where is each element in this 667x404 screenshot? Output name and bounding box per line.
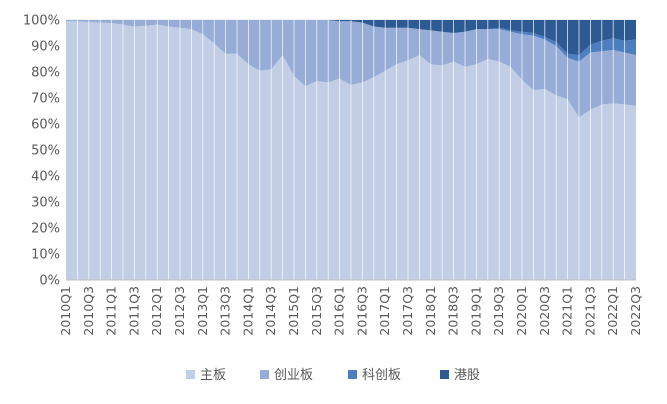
y-tick-label: 70% bbox=[31, 92, 60, 107]
legend-label: 主板 bbox=[200, 368, 226, 383]
y-tick-label: 60% bbox=[31, 118, 60, 133]
legend-swatch bbox=[260, 370, 269, 379]
x-tick-label: 2020Q3 bbox=[537, 286, 552, 336]
x-tick-label: 2012Q3 bbox=[172, 286, 187, 336]
legend-swatch bbox=[440, 370, 449, 379]
y-tick-label: 30% bbox=[31, 196, 60, 211]
y-tick-label: 0% bbox=[39, 274, 60, 289]
x-tick-label: 2021Q3 bbox=[582, 286, 597, 336]
y-tick-label: 50% bbox=[31, 144, 60, 159]
x-tick-label: 2017Q3 bbox=[400, 286, 415, 336]
x-tick-label: 2018Q3 bbox=[446, 286, 461, 336]
legend-label: 创业板 bbox=[274, 368, 313, 383]
x-tick-label: 2012Q1 bbox=[149, 286, 164, 336]
x-tick-label: 2016Q1 bbox=[332, 286, 347, 336]
legend-label: 港股 bbox=[454, 368, 480, 383]
x-tick-label: 2022Q3 bbox=[628, 286, 643, 336]
x-tick-label: 2021Q1 bbox=[560, 286, 575, 336]
x-tick-label: 2013Q1 bbox=[195, 286, 210, 336]
column-dividers bbox=[77, 20, 625, 280]
legend: 主板 创业板 科创板 港股 bbox=[186, 368, 480, 383]
legend-swatch bbox=[186, 370, 195, 379]
y-tick-label: 90% bbox=[31, 40, 60, 55]
x-tick-label: 2015Q1 bbox=[286, 286, 301, 336]
legend-swatch bbox=[348, 370, 357, 379]
x-tick-label: 2016Q3 bbox=[354, 286, 369, 336]
y-tick-label: 40% bbox=[31, 170, 60, 185]
x-tick-label: 2011Q1 bbox=[104, 286, 119, 336]
x-tick-label: 2014Q3 bbox=[263, 286, 278, 336]
x-tick-label: 2020Q1 bbox=[514, 286, 529, 336]
x-tick-label: 2011Q3 bbox=[126, 286, 141, 336]
x-tick-label: 2019Q1 bbox=[468, 286, 483, 336]
x-tick-label: 2022Q1 bbox=[605, 286, 620, 336]
x-tick-label: 2010Q1 bbox=[58, 286, 73, 336]
x-tick-label: 2018Q1 bbox=[423, 286, 438, 336]
x-tick-label: 2013Q3 bbox=[218, 286, 233, 336]
y-tick-label: 20% bbox=[31, 222, 60, 237]
x-tick-label: 2017Q1 bbox=[377, 286, 392, 336]
legend-label: 科创板 bbox=[362, 368, 401, 383]
y-tick-label: 10% bbox=[31, 248, 60, 263]
y-tick-label: 100% bbox=[23, 14, 60, 29]
x-tick-label: 2010Q3 bbox=[81, 286, 96, 336]
y-tick-label: 80% bbox=[31, 66, 60, 81]
x-tick-label: 2014Q1 bbox=[240, 286, 255, 336]
x-tick-label: 2019Q3 bbox=[491, 286, 506, 336]
x-tick-label: 2015Q3 bbox=[309, 286, 324, 336]
y-axis: 0% 10% 20% 30% 40% 50% 60% 70% 80% 90% 100% bbox=[23, 14, 60, 289]
x-axis: 2010Q1 2010Q3 2011Q1 2011Q3 2012Q1 2012Q3 2013… bbox=[58, 279, 643, 336]
